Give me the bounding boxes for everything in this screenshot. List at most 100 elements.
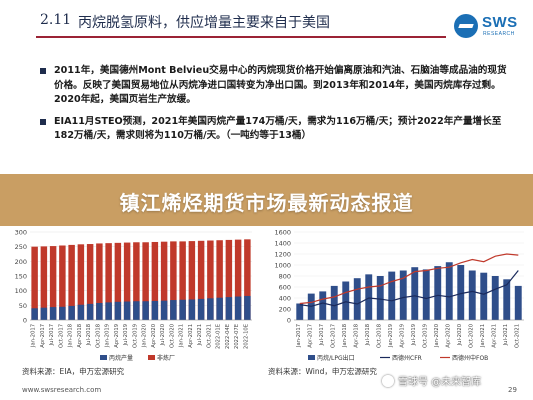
y-tick-label: 0 (23, 317, 27, 325)
y-tick-label: 250 (15, 243, 27, 251)
right-chart: 1600 1400 1200 1000 800 600 400 200 0 Jan-2017 Apr… (268, 224, 530, 368)
x-tick-label: Jul-2018 (365, 324, 371, 346)
x-tick-label: Jul-2017 (319, 324, 325, 346)
logo-text: SWS (482, 14, 518, 31)
banner-headline: 镇江烯烃期货市场最新动态报道 (119, 191, 414, 215)
x-tick-label: Jan-2019 (105, 324, 111, 348)
x-tick-label: Oct-2018 (95, 324, 101, 348)
y-tick-label: 0 (287, 317, 291, 325)
bar-5 (353, 278, 361, 320)
bar-segment-16-s1 (179, 241, 186, 320)
bar-14 (457, 265, 465, 320)
left-chart: 300 250 200 150 100 50 0 Jan-2017 Apr-2017 Jul-20… (8, 224, 260, 368)
y-tick-label: 600 (279, 284, 291, 292)
x-tick-label: Apr-2018 (77, 324, 83, 348)
bar-segment-2-s1 (49, 246, 57, 320)
x-tick-label: Apr-2019 (114, 324, 120, 348)
x-tick-label: 2022-07E (234, 324, 240, 349)
y-tick-label: 150 (15, 273, 27, 281)
bullet-item: EIA11月STEO预测，2021年美国丙烷产量174万桶/天，需求为116万桶… (40, 115, 510, 144)
bar-segment-11-s1 (133, 242, 140, 320)
bar-segment-16-s0 (179, 299, 186, 320)
bar-segment-8-s1 (105, 243, 112, 320)
bar-segment-12-s1 (142, 242, 149, 320)
bar-segment-6-s1 (86, 244, 94, 320)
y-tick-label: 200 (15, 258, 27, 266)
legend-swatch (148, 355, 155, 360)
x-tick-label: Jul-2018 (86, 324, 92, 346)
watermark-logo-icon (382, 375, 394, 387)
headline-banner: 镇江烯烃期货市场最新动态报道 (0, 174, 533, 226)
bar-8 (388, 271, 396, 320)
x-tick-label: Jul-2021 (503, 324, 509, 346)
bar-segment-20-s0 (216, 297, 223, 320)
x-tick-label: 2022-04E (225, 324, 231, 349)
bar-9 (399, 270, 407, 320)
left-chart-source: 资料来源：EIA，申万宏源研究 (22, 367, 125, 376)
x-tick-label: Jan-2017 (296, 324, 302, 348)
bar-segment-8-s0 (105, 302, 112, 320)
bar-segment-7-s1 (96, 243, 103, 320)
series-line-dark (299, 270, 519, 307)
logo-mark-icon (454, 14, 478, 38)
right-chart-source: 资料来源：Wind，申万宏源研究 (268, 367, 377, 376)
bar-segment-1-s0 (40, 307, 48, 320)
legend-label: 西德州CFR (392, 354, 422, 362)
bar-segment-13-s0 (151, 300, 159, 320)
series-line-red (299, 253, 519, 305)
bar-segment-17-s0 (188, 299, 196, 320)
bar-segment-22-s0 (234, 296, 242, 320)
logo-subtext: RESEARCH (483, 31, 515, 37)
y-tick-label: 300 (15, 229, 27, 237)
y-tick-label: 100 (15, 287, 27, 295)
bar-13 (445, 262, 453, 320)
x-tick-label: Jul-2020 (457, 324, 463, 346)
x-tick-label: Apr-2020 (445, 324, 451, 348)
x-tick-label: Jul-2017 (49, 324, 55, 346)
bar-segment-10-s0 (123, 301, 131, 320)
legend-label: 非炼厂 (157, 354, 175, 362)
bar-segment-19-s0 (207, 298, 214, 320)
bar-segment-12-s0 (142, 301, 149, 320)
bar-segment-1-s1 (40, 246, 48, 320)
sws-logo: SWS RESEARCH (454, 12, 526, 40)
y-tick-label: 400 (279, 295, 291, 303)
bar-segment-20-s1 (216, 240, 223, 320)
slide-title: 丙烷脱氢原料，供应增量主要来自于美国 (78, 15, 330, 31)
bar-segment-23-s0 (244, 295, 251, 320)
x-tick-label: Apr-2020 (151, 324, 157, 348)
x-tick-label: 2022-01E (216, 324, 222, 349)
x-tick-label: Apr-2017 (40, 324, 46, 348)
footer-url[interactable]: www.swsresearch.com (22, 386, 102, 394)
bar-segment-2-s0 (49, 307, 57, 320)
x-tick-label: Jan-2021 (179, 324, 185, 348)
x-tick-label: Oct-2021 (206, 324, 212, 348)
y-tick-label: 50 (19, 302, 27, 310)
bar-segment-17-s1 (188, 241, 196, 320)
bar-10 (411, 267, 419, 320)
bullet-square-icon (40, 68, 46, 74)
bar-segment-14-s0 (160, 300, 168, 320)
x-tick-label: Apr-2021 (188, 324, 194, 348)
legend-label: 丙烷/LPG出口 (317, 354, 355, 362)
x-tick-label: 2022-10E (243, 324, 249, 349)
bar-segment-21-s0 (225, 297, 233, 320)
bar-segment-0-s0 (31, 308, 38, 320)
legend-swatch (308, 355, 315, 360)
bar-segment-11-s0 (133, 301, 140, 320)
bar-segment-3-s1 (59, 245, 66, 320)
x-tick-label: Jul-2020 (160, 324, 166, 346)
bullet-list: 2011年，美国德州Mont Belvieu交易中心的丙烷现货价格开始偏离原油和… (40, 64, 510, 151)
bar-segment-4-s1 (68, 244, 75, 320)
bar-segment-15-s0 (170, 300, 177, 320)
bar-3 (330, 285, 338, 320)
bullet-item: 2011年，美国德州Mont Belvieu交易中心的丙烷现货价格开始偏离原油和… (40, 64, 510, 108)
bar-0 (296, 303, 304, 320)
x-tick-label: Jan-2021 (480, 324, 486, 348)
legend-label: 西德州中FOB (452, 354, 488, 362)
section-number: 2.11 (40, 12, 72, 28)
bullet-text: EIA11月STEO预测，2021年美国丙烷产量174万桶/天，需求为116万桶… (54, 115, 502, 142)
x-tick-label: Oct-2021 (514, 324, 520, 348)
